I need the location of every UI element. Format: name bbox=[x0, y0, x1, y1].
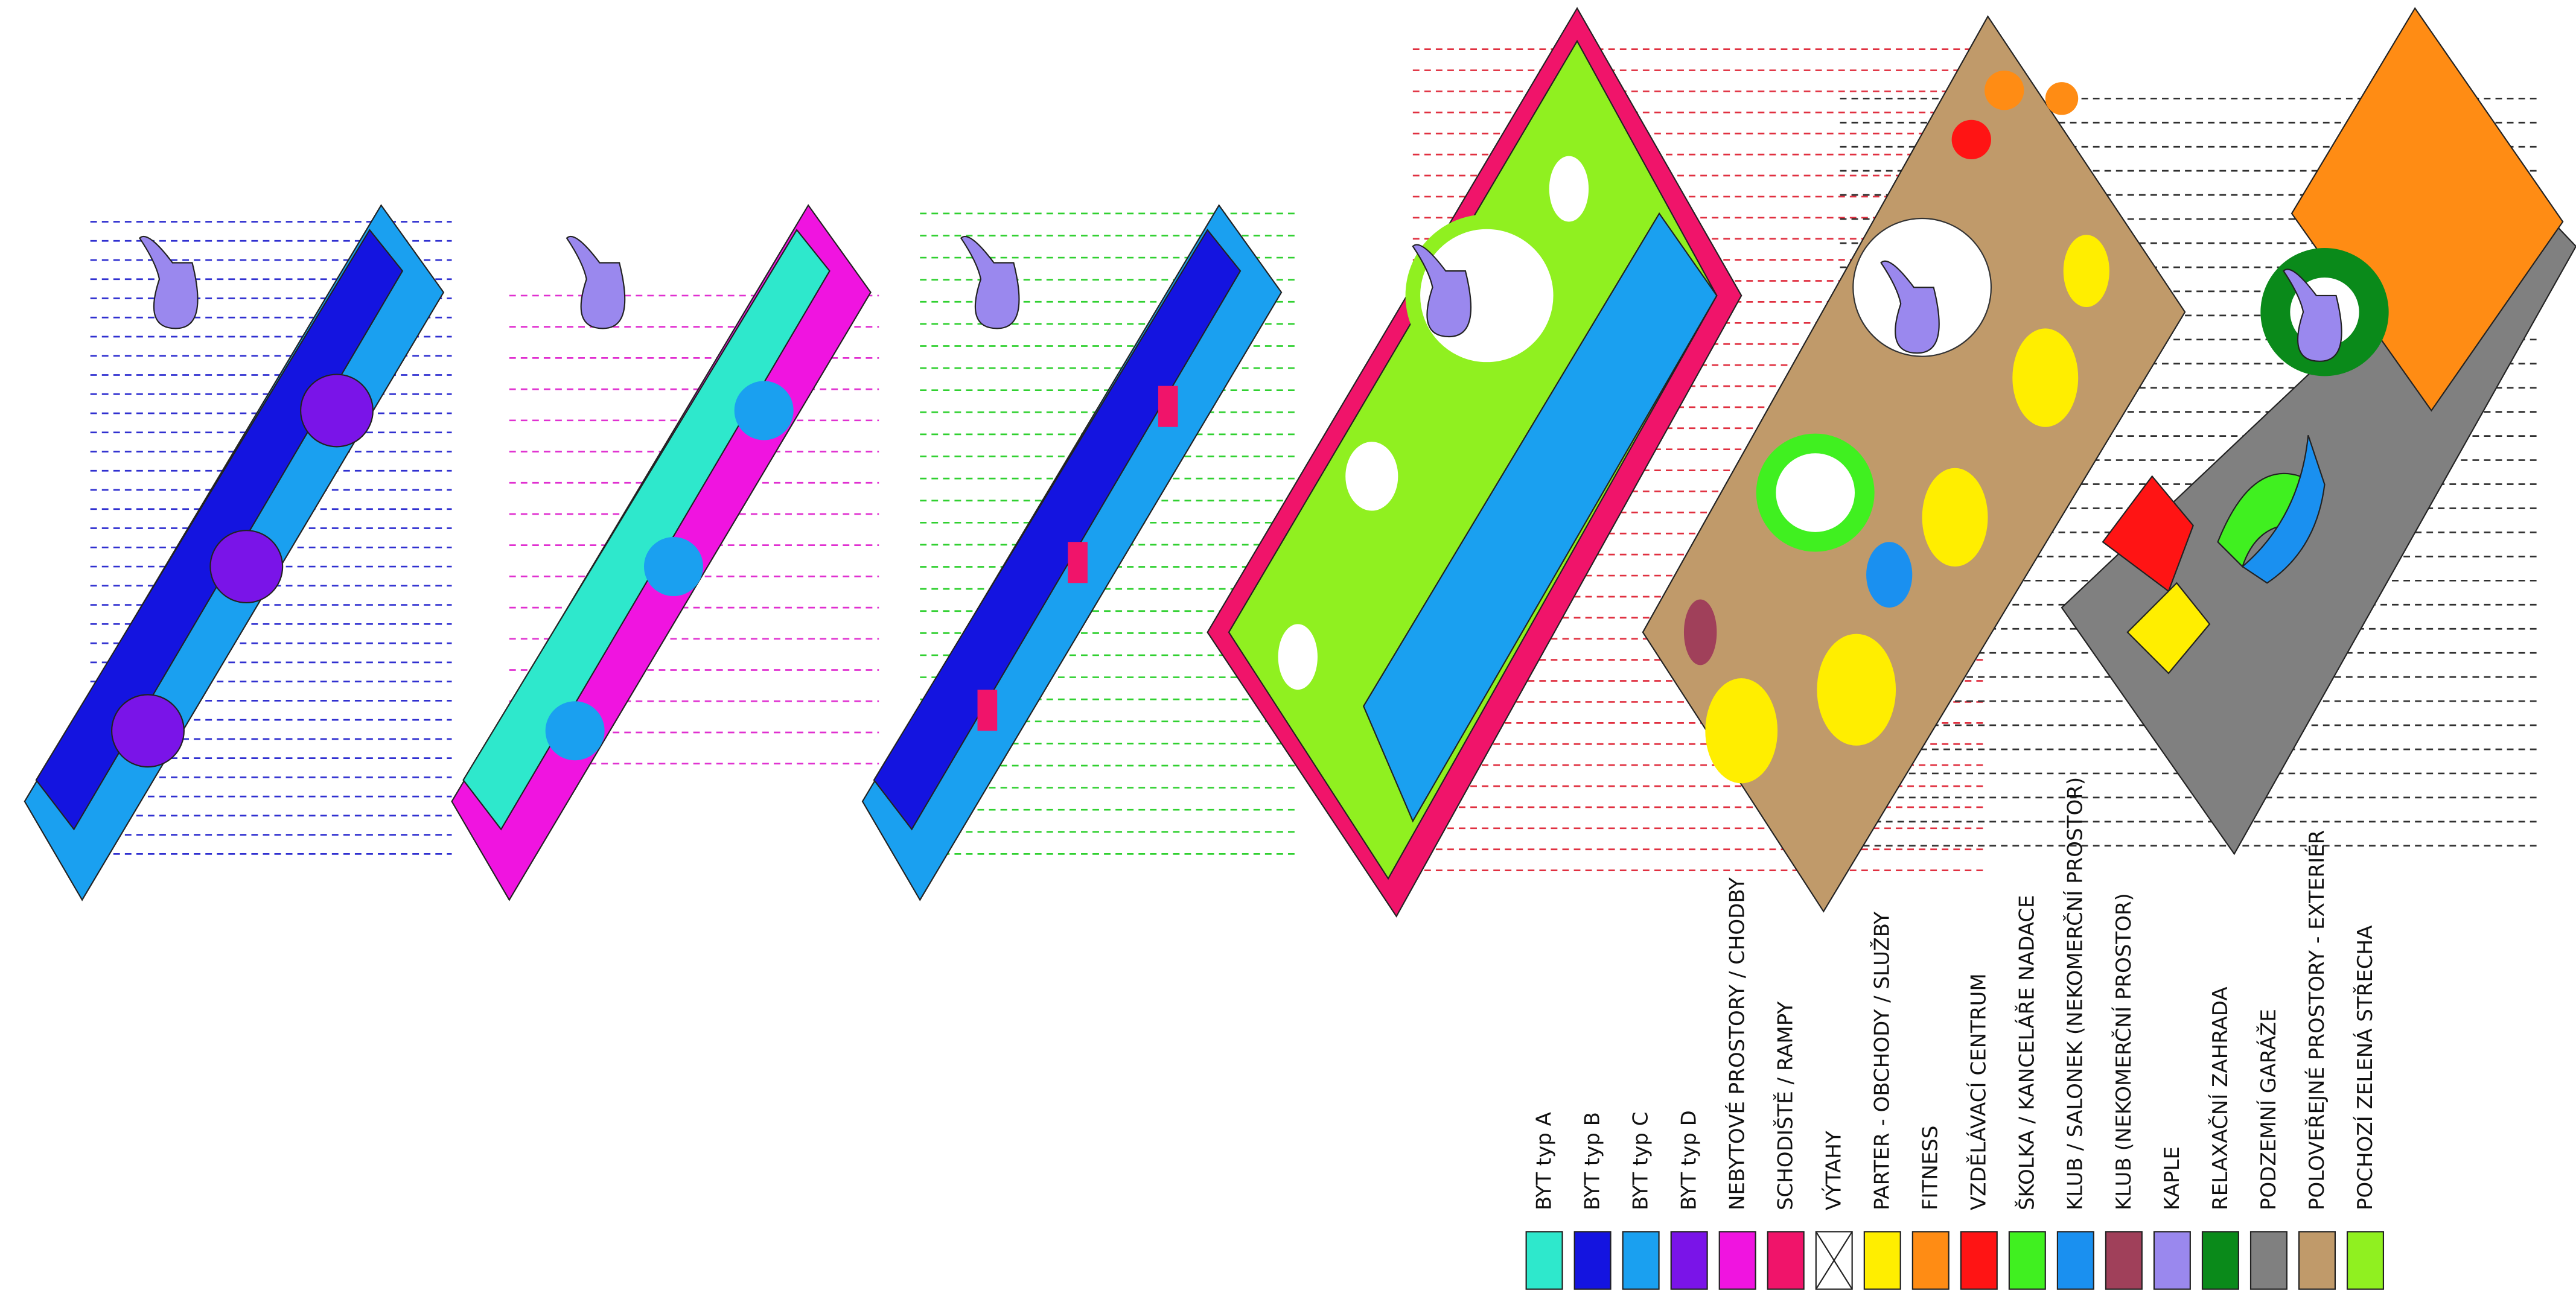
legend-swatch bbox=[2298, 1231, 2336, 1290]
legend-label: PARTER - OBCHODY / SLUŽBY bbox=[1870, 912, 1895, 1210]
legend-swatch bbox=[1573, 1231, 1612, 1290]
legend-label: RELAXAČNÍ ZAHRADA bbox=[2208, 986, 2233, 1210]
floor-plan-ground bbox=[1642, 15, 2186, 913]
legend-label: PODZEMNÍ GARÁŽE bbox=[2256, 1009, 2281, 1210]
legend-label: SCHODIŠTĚ / RAMPY bbox=[1773, 1002, 1798, 1211]
legend-label: POLOVEŘEJNÉ PROSTORY - EXTERIÉR bbox=[2304, 830, 2329, 1210]
legend-label: ŠKOLKA / KANCELÁŘE NADACE bbox=[2015, 895, 2039, 1210]
legend-label: BYT typ B bbox=[1580, 1112, 1604, 1210]
legend-swatch bbox=[2249, 1231, 2287, 1290]
legend-swatch bbox=[2153, 1231, 2191, 1290]
legend-label: KLUB / SALONEK (NEKOMERČNÍ PROSTOR) bbox=[2063, 777, 2088, 1210]
floor-plan-1 bbox=[24, 204, 445, 901]
floor-plan-roof bbox=[1207, 7, 1742, 918]
legend-label: KAPLE bbox=[2160, 1146, 2184, 1210]
legend-swatch bbox=[1622, 1231, 1660, 1290]
floor-plan-2 bbox=[451, 204, 872, 901]
legend-swatch bbox=[1670, 1231, 1708, 1290]
legend-label: POCHOZÍ ZELENÁ STŘECHA bbox=[2353, 926, 2377, 1210]
legend-label: BYT typ D bbox=[1677, 1110, 1701, 1210]
legend-label: FITNESS bbox=[1919, 1126, 1943, 1211]
legend-label: VÝTAHY bbox=[1822, 1131, 1846, 1210]
legend-swatch bbox=[1525, 1231, 1563, 1290]
canvas: BYT typ A BYT typ B BYT typ C BYT typ D NEBY… bbox=[24, 7, 2576, 1290]
legend-swatch-cross bbox=[1815, 1231, 1853, 1290]
legend-label: VZDĚLÁVACÍ CENTRUM bbox=[1966, 973, 1991, 1210]
floor-plan-3 bbox=[861, 204, 1283, 901]
legend-label: BYT typ C bbox=[1629, 1112, 1653, 1210]
legend: BYT typ A BYT typ B BYT typ C BYT typ D NEBY… bbox=[1525, 777, 2385, 1290]
legend-label: KLUB (NEKOMERČNÍ PROSTOR) bbox=[2111, 893, 2136, 1210]
legend-swatch bbox=[2346, 1231, 2385, 1290]
legend-swatch bbox=[2008, 1231, 2046, 1290]
legend-swatch bbox=[1911, 1231, 1950, 1290]
legend-swatch bbox=[1767, 1231, 1805, 1290]
legend-swatch bbox=[1863, 1231, 1901, 1290]
legend-label: NEBYTOVÉ PROSTORY / CHODBY bbox=[1725, 877, 1750, 1210]
legend-label: BYT typ A bbox=[1532, 1112, 1556, 1210]
floor-plan-basement bbox=[2061, 7, 2576, 856]
legend-swatch bbox=[2105, 1231, 2143, 1290]
legend-swatch bbox=[2201, 1231, 2239, 1290]
legend-swatch bbox=[1718, 1231, 1756, 1290]
legend-swatch bbox=[2056, 1231, 2094, 1290]
legend-swatch bbox=[1960, 1231, 1998, 1290]
